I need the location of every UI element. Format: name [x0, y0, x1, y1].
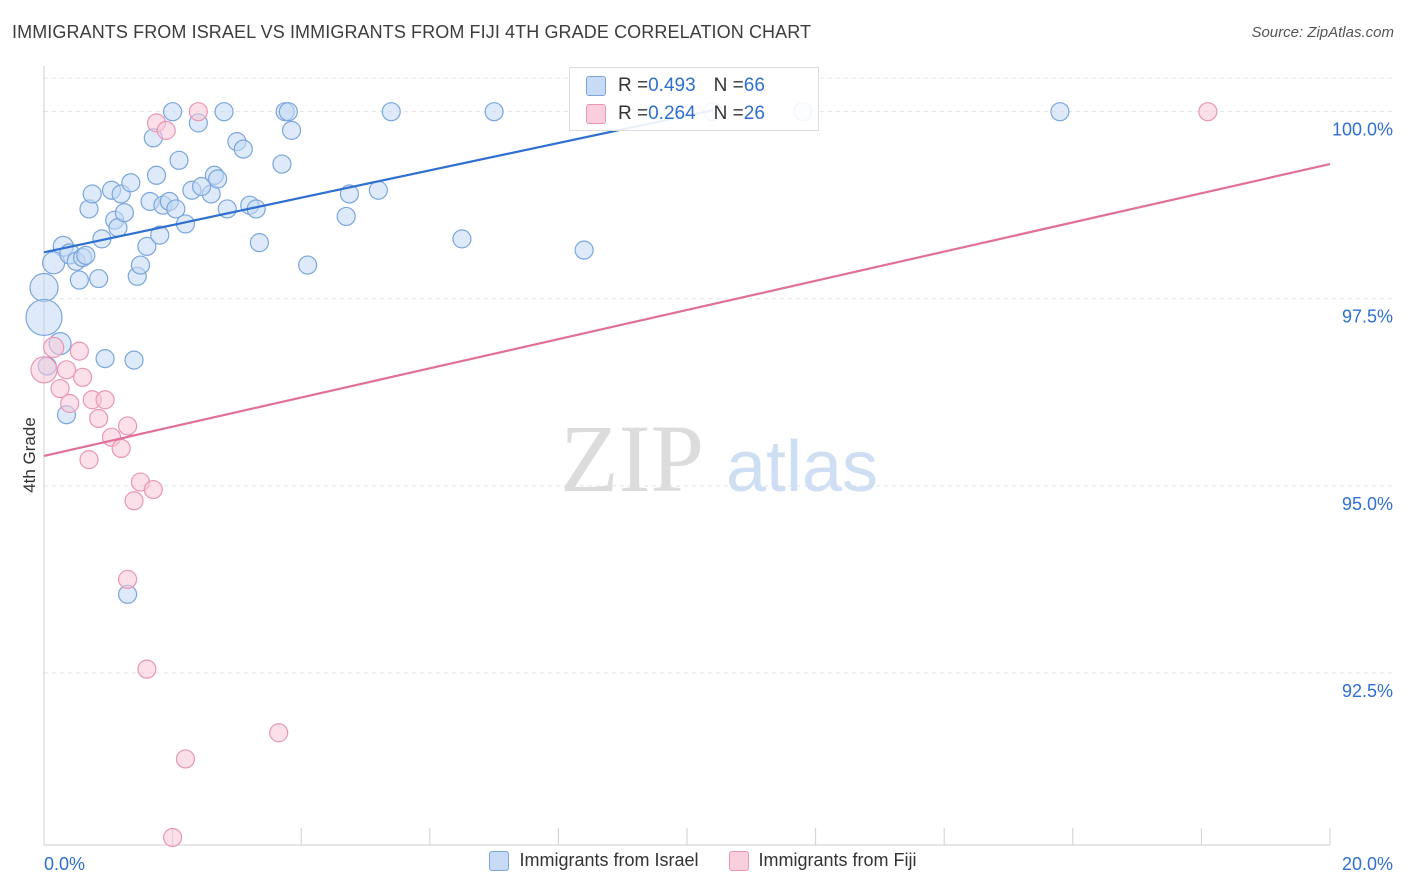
trend-lines — [43, 109, 1331, 457]
fiji-point — [143, 479, 163, 500]
tick-labels: 100.0% 97.5% 95.0% 92.5% 0.0% 20.0% — [44, 120, 1393, 874]
stats-row-fiji: R = 0.264 N = 26 — [586, 102, 765, 126]
israel-point — [146, 165, 167, 185]
fiji-point — [69, 341, 89, 361]
fiji-point — [95, 390, 115, 410]
fiji-point — [89, 408, 109, 429]
x-tick-label: 0.0% — [44, 854, 85, 874]
israel-point — [381, 102, 401, 122]
n-label: N = — [713, 103, 744, 124]
israel-point — [121, 173, 141, 193]
israel-point — [166, 199, 186, 219]
israel-point — [298, 255, 318, 275]
israel-point — [25, 298, 63, 337]
n-value: 66 — [743, 75, 765, 96]
fiji-swatch — [586, 104, 606, 124]
y-tick-label: 100.0% — [1332, 120, 1393, 140]
israel-point — [137, 236, 157, 256]
fiji-point — [30, 356, 58, 384]
chart-title: IMMIGRANTS FROM ISRAEL VS IMMIGRANTS FRO… — [12, 22, 812, 42]
fiji-point — [117, 416, 138, 436]
fiji-point — [124, 491, 144, 511]
israel-point — [76, 245, 96, 265]
israel-point — [214, 102, 234, 122]
r-label: R = — [618, 103, 649, 124]
israel-point — [272, 154, 292, 174]
fiji-point — [50, 378, 70, 399]
fiji-point — [72, 367, 93, 387]
fiji-point — [60, 393, 80, 414]
israel-point — [574, 240, 594, 260]
israel-point — [89, 268, 109, 289]
fiji-point — [1198, 102, 1218, 122]
stats-row-israel: R = 0.493 N = 66 — [586, 74, 765, 98]
israel-point — [29, 272, 59, 303]
watermark-zip: ZIP — [560, 405, 704, 512]
israel-point — [484, 102, 504, 122]
fiji-point — [163, 827, 183, 848]
y-tick-label: 92.5% — [1342, 681, 1393, 701]
y-tick-label: 97.5% — [1342, 307, 1393, 327]
israel-trend-line — [43, 109, 713, 254]
israel-point — [233, 139, 253, 159]
fiji-point — [175, 749, 196, 769]
israel-swatch — [586, 76, 606, 96]
israel-point — [336, 206, 356, 227]
israel-point — [208, 169, 228, 189]
watermark: ZIP atlas — [560, 405, 878, 512]
israel-point — [368, 180, 388, 200]
y-tick-label: 95.0% — [1342, 494, 1393, 514]
israel-point — [278, 102, 298, 122]
fiji-point — [56, 360, 77, 380]
source-credit: Source: ZipAtlas.com — [1251, 24, 1394, 41]
r-value: 0.493 — [648, 75, 696, 96]
israel-point — [191, 176, 212, 197]
watermark-atlas: atlas — [726, 427, 878, 507]
israel-point — [1050, 102, 1070, 122]
israel-point — [452, 229, 472, 249]
israel-point — [163, 102, 183, 122]
r-value: 0.264 — [648, 103, 696, 124]
fiji-point — [117, 569, 138, 589]
fiji-point — [43, 336, 65, 358]
fiji-point — [111, 438, 131, 459]
legend-label-israel: Immigrants from Israel — [519, 850, 699, 870]
fiji-point — [156, 120, 176, 140]
israel-point — [169, 150, 189, 170]
israel-point — [69, 270, 89, 290]
n-label: N = — [713, 75, 744, 96]
legend-swatch-israel — [489, 850, 510, 871]
fiji-point — [188, 102, 208, 122]
fiji-trend-line — [43, 162, 1331, 457]
israel-point — [281, 120, 302, 140]
x-tick-label: 20.0% — [1342, 854, 1393, 874]
fiji-point — [79, 450, 99, 470]
r-label: R = — [618, 75, 649, 96]
legend-label-fiji: Immigrants from Fiji — [758, 850, 917, 870]
legend-swatch-fiji — [728, 850, 749, 871]
fiji-point — [137, 659, 157, 679]
legend-item-fiji[interactable]: Immigrants from Fiji — [728, 850, 917, 871]
grid-lines — [44, 77, 1392, 674]
israel-point — [114, 203, 134, 223]
n-value: 26 — [743, 103, 765, 124]
legend-item-israel[interactable]: Immigrants from Israel — [489, 850, 699, 871]
stats-legend: R = 0.493 N = 66 R = 0.264 N = 26 — [569, 67, 819, 131]
israel-point — [124, 350, 144, 370]
israel-point — [130, 255, 151, 275]
fiji-point — [269, 723, 289, 743]
series-legend: Immigrants from Israel Immigrants from F… — [0, 850, 1406, 871]
israel-point — [95, 349, 115, 369]
israel-point — [249, 233, 270, 253]
israel-point — [82, 184, 102, 204]
israel-point — [150, 225, 170, 245]
